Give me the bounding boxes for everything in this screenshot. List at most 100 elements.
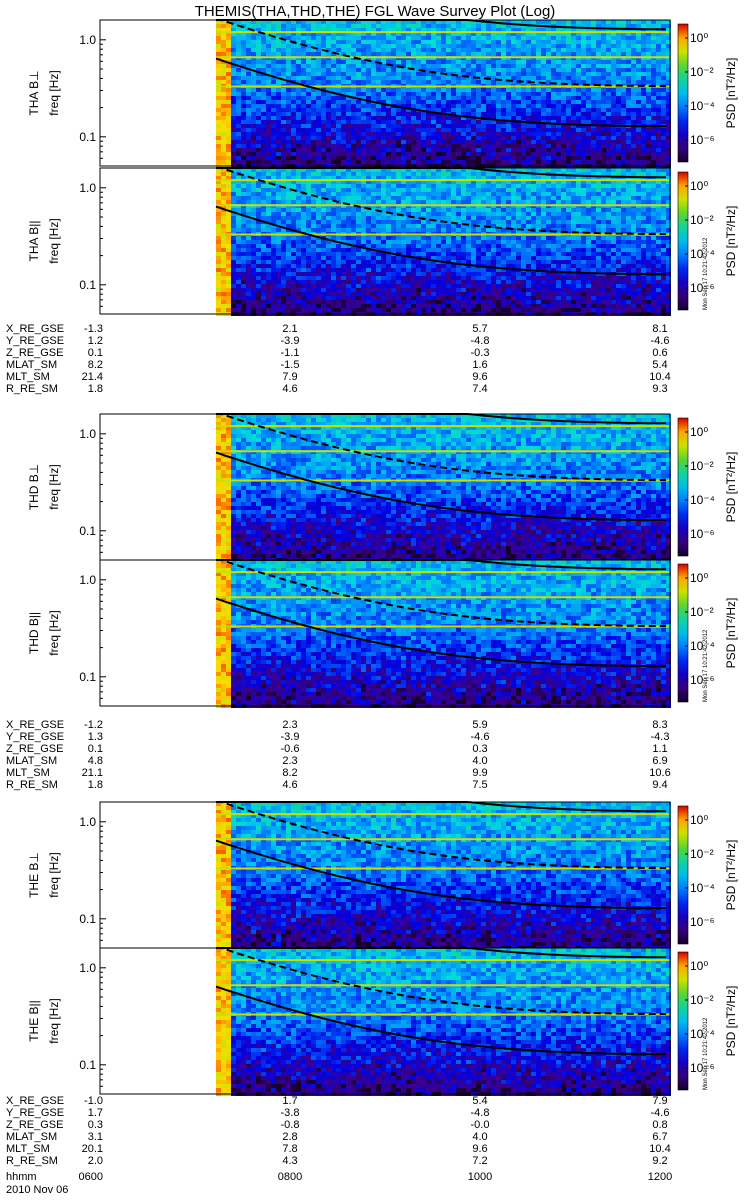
psd-cell bbox=[226, 200, 231, 204]
psd-cell bbox=[326, 208, 331, 212]
psd-cell bbox=[576, 152, 581, 156]
psd-cell bbox=[251, 280, 256, 284]
psd-cell bbox=[406, 248, 411, 252]
psd-cell bbox=[256, 104, 261, 108]
psd-cell bbox=[646, 140, 651, 144]
psd-cell bbox=[386, 108, 391, 112]
psd-cell bbox=[416, 192, 421, 196]
psd-cell bbox=[301, 196, 306, 200]
psd-cell bbox=[321, 72, 326, 76]
psd-cell bbox=[311, 252, 316, 256]
psd-cell bbox=[396, 156, 401, 160]
psd-cell bbox=[246, 268, 251, 272]
psd-cell bbox=[266, 288, 271, 292]
psd-cell bbox=[406, 148, 411, 152]
psd-cell bbox=[481, 44, 486, 48]
psd-cell bbox=[451, 48, 456, 52]
psd-cell bbox=[346, 220, 351, 224]
psd-cell bbox=[391, 276, 396, 280]
psd-cell bbox=[601, 80, 606, 84]
psd-cell bbox=[636, 144, 641, 148]
psd-cell bbox=[331, 100, 336, 104]
psd-cell bbox=[386, 120, 391, 124]
psd-cell bbox=[216, 116, 221, 120]
psd-cell bbox=[376, 136, 381, 140]
psd-cell bbox=[531, 148, 536, 152]
psd-cell bbox=[366, 24, 371, 28]
psd-cell bbox=[231, 48, 236, 52]
psd-cell bbox=[351, 140, 356, 144]
psd-cell bbox=[276, 24, 281, 28]
psd-cell bbox=[336, 252, 341, 256]
psd-cell bbox=[406, 264, 411, 268]
psd-cell bbox=[421, 288, 426, 292]
psd-cell bbox=[346, 188, 351, 192]
psd-cell bbox=[576, 88, 581, 92]
psd-cell bbox=[411, 188, 416, 192]
psd-cell bbox=[351, 300, 356, 304]
psd-cell bbox=[456, 160, 461, 164]
psd-cell bbox=[626, 72, 631, 76]
psd-cell bbox=[286, 132, 291, 136]
psd-cell bbox=[651, 88, 656, 92]
psd-cell bbox=[401, 220, 406, 224]
psd-cell bbox=[366, 96, 371, 100]
psd-cell bbox=[531, 92, 536, 96]
psd-cell bbox=[306, 24, 311, 28]
psd-cell bbox=[226, 36, 231, 40]
psd-cell bbox=[311, 260, 316, 264]
psd-cell bbox=[481, 132, 486, 136]
psd-cell bbox=[576, 92, 581, 96]
psd-cell bbox=[231, 96, 236, 100]
psd-cell bbox=[306, 132, 311, 136]
psd-cell bbox=[516, 76, 521, 80]
psd-cell bbox=[471, 68, 476, 72]
psd-cell bbox=[651, 52, 656, 56]
psd-cell bbox=[281, 304, 286, 308]
psd-cell bbox=[446, 132, 451, 136]
psd-cell bbox=[366, 72, 371, 76]
psd-cell bbox=[386, 300, 391, 304]
psd-cell bbox=[306, 156, 311, 160]
psd-cell bbox=[351, 304, 356, 308]
psd-cell bbox=[296, 108, 301, 112]
psd-cell bbox=[366, 48, 371, 52]
psd-cell bbox=[576, 128, 581, 132]
psd-cell bbox=[341, 212, 346, 216]
psd-cell bbox=[601, 116, 606, 120]
psd-cell bbox=[271, 48, 276, 52]
psd-cell bbox=[371, 268, 376, 272]
psd-cell bbox=[241, 252, 246, 256]
psd-cell bbox=[396, 184, 401, 188]
psd-cell bbox=[586, 152, 591, 156]
psd-cell bbox=[576, 72, 581, 76]
psd-cell bbox=[351, 40, 356, 44]
psd-cell bbox=[406, 160, 411, 164]
psd-cell bbox=[351, 112, 356, 116]
psd-cell bbox=[361, 44, 366, 48]
psd-cell bbox=[281, 288, 286, 292]
psd-cell bbox=[276, 256, 281, 260]
psd-cell bbox=[376, 296, 381, 300]
psd-cell bbox=[456, 132, 461, 136]
psd-cell bbox=[601, 60, 606, 64]
psd-cell bbox=[261, 144, 266, 148]
psd-cell bbox=[256, 148, 261, 152]
psd-cell bbox=[636, 120, 641, 124]
psd-cell bbox=[526, 148, 531, 152]
psd-cell bbox=[541, 144, 546, 148]
psd-cell bbox=[586, 156, 591, 160]
psd-cell bbox=[541, 40, 546, 44]
psd-cell bbox=[251, 24, 256, 28]
psd-cell bbox=[311, 244, 316, 248]
psd-cell bbox=[456, 80, 461, 84]
psd-cell bbox=[446, 36, 451, 40]
psd-cell bbox=[346, 148, 351, 152]
psd-cell bbox=[636, 116, 641, 120]
psd-cell bbox=[291, 184, 296, 188]
psd-cell bbox=[651, 60, 656, 64]
psd-cell bbox=[321, 296, 326, 300]
psd-cell bbox=[566, 36, 571, 40]
psd-cell bbox=[656, 96, 661, 100]
psd-cell bbox=[261, 288, 266, 292]
